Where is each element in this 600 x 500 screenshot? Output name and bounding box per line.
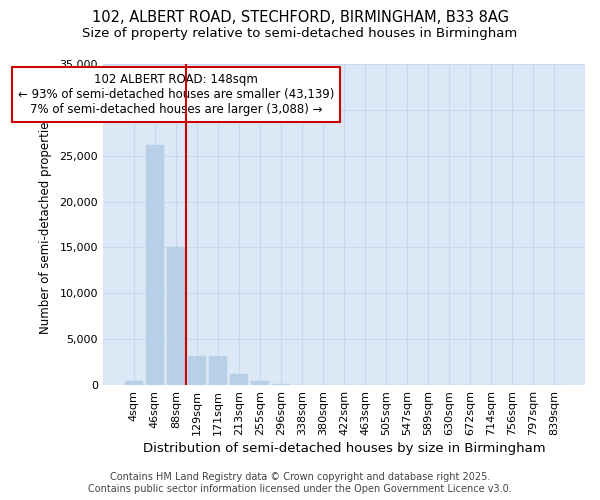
Text: 102, ALBERT ROAD, STECHFORD, BIRMINGHAM, B33 8AG: 102, ALBERT ROAD, STECHFORD, BIRMINGHAM,… xyxy=(91,10,509,25)
Bar xyxy=(209,356,227,385)
Bar xyxy=(230,374,248,385)
Text: 102 ALBERT ROAD: 148sqm
← 93% of semi-detached houses are smaller (43,139)
7% of: 102 ALBERT ROAD: 148sqm ← 93% of semi-de… xyxy=(17,73,334,116)
Text: Size of property relative to semi-detached houses in Birmingham: Size of property relative to semi-detach… xyxy=(82,28,518,40)
Bar xyxy=(272,384,290,385)
Bar xyxy=(251,382,269,385)
X-axis label: Distribution of semi-detached houses by size in Birmingham: Distribution of semi-detached houses by … xyxy=(143,442,545,455)
Bar xyxy=(146,144,164,385)
Bar xyxy=(125,382,143,385)
Bar xyxy=(167,246,185,385)
Text: Contains HM Land Registry data © Crown copyright and database right 2025.
Contai: Contains HM Land Registry data © Crown c… xyxy=(88,472,512,494)
Bar xyxy=(188,356,206,385)
Y-axis label: Number of semi-detached properties: Number of semi-detached properties xyxy=(40,115,52,334)
